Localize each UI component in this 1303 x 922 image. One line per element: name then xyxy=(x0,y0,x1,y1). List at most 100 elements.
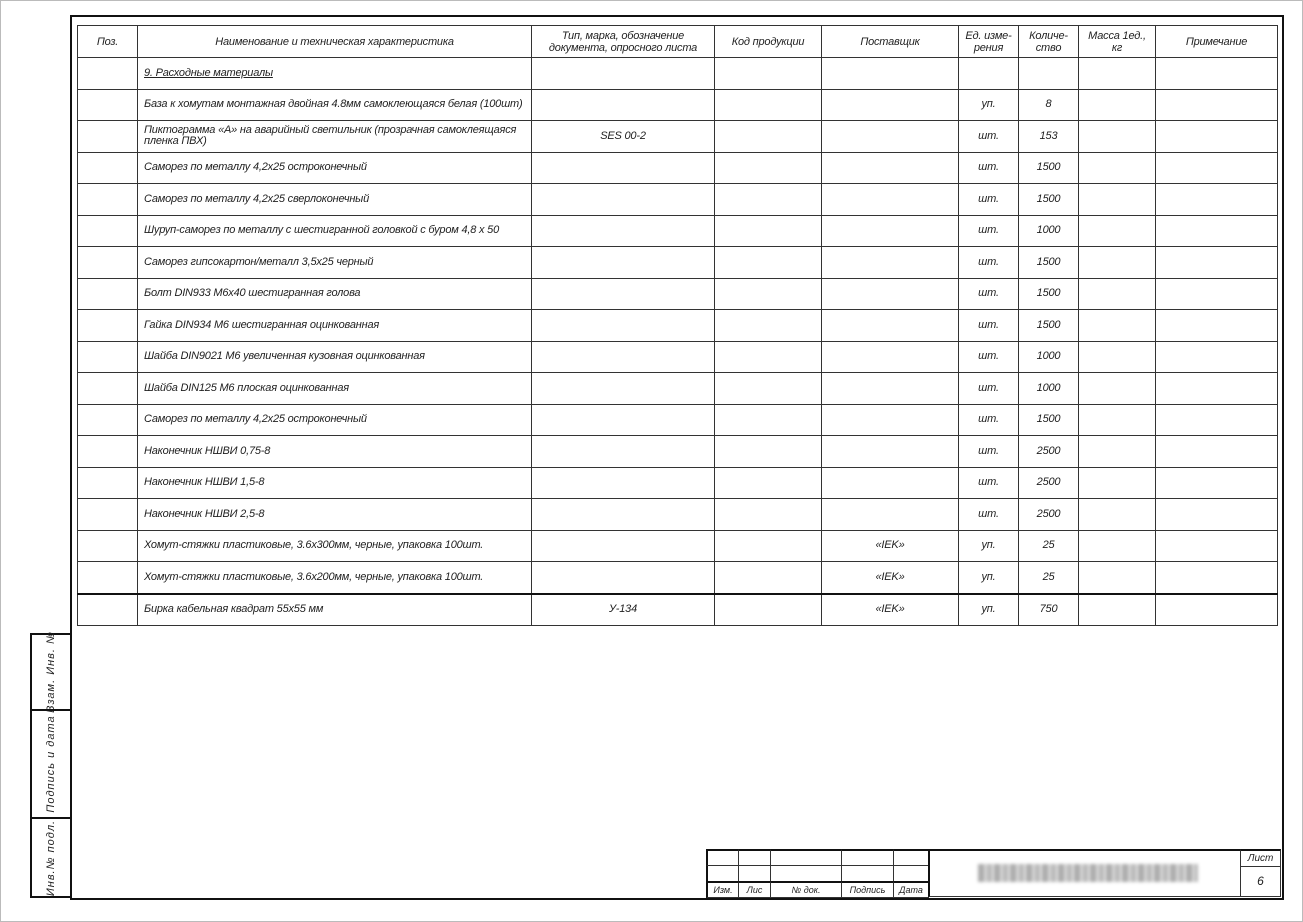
cell-qty: 8 xyxy=(1018,88,1079,121)
cell xyxy=(1155,57,1278,90)
cell-unit: шт. xyxy=(958,183,1019,216)
cell-supplier: «IEK» xyxy=(821,561,959,594)
side-stamp-signature: Подпись и дата xyxy=(30,709,70,819)
cell-type xyxy=(531,529,715,562)
table-row: Шайба DIN9021 М6 увеличенная кузовная оц… xyxy=(77,340,1278,373)
cell-qty: 2500 xyxy=(1018,498,1079,531)
cell xyxy=(714,372,822,405)
cell-name: Наконечник НШВИ 0,75-8 xyxy=(137,435,532,468)
redacted-document-code xyxy=(978,864,1198,882)
title-block-cell xyxy=(706,849,739,866)
cell-qty: 2500 xyxy=(1018,435,1079,468)
cell-name: Шайба DIN9021 М6 увеличенная кузовная оц… xyxy=(137,340,532,373)
cell-supplier xyxy=(821,277,959,310)
cell xyxy=(1155,183,1278,216)
column-header: Поставщик xyxy=(821,25,959,58)
cell xyxy=(1078,403,1156,436)
cell xyxy=(1078,151,1156,184)
table-header-row: Поз. Наименование и техническая характери… xyxy=(77,25,1278,58)
cell xyxy=(714,214,822,247)
section-row: 9. Расходные материалы xyxy=(77,57,1278,90)
cell-name: Бирка кабельная квадрат 55х55 мм xyxy=(137,593,532,626)
title-block-label: Дата xyxy=(893,881,929,898)
cell-supplier xyxy=(821,151,959,184)
column-header: Код продукции xyxy=(714,25,822,58)
cell xyxy=(77,435,138,468)
cell-name: Наконечник НШВИ 2,5-8 xyxy=(137,498,532,531)
cell xyxy=(1078,340,1156,373)
title-block-label: Подпись xyxy=(841,881,894,898)
cell-supplier xyxy=(821,435,959,468)
cell-name: Саморез по металлу 4,2х25 остроконечный xyxy=(137,403,532,436)
cell-type xyxy=(531,498,715,531)
cell-unit: шт. xyxy=(958,151,1019,184)
side-stamp-label: Подпись и дата xyxy=(45,715,57,813)
cell xyxy=(1078,529,1156,562)
cell-type xyxy=(531,403,715,436)
column-header: Количе- ство xyxy=(1018,25,1079,58)
cell-name: База к хомутам монтажная двойная 4.8мм с… xyxy=(137,88,532,121)
cell-unit: шт. xyxy=(958,498,1019,531)
cell-unit: шт. xyxy=(958,246,1019,279)
table-row: Саморез по металлу 4,2х25 остроконечный ш… xyxy=(77,403,1278,436)
cell-supplier xyxy=(821,214,959,247)
cell xyxy=(714,88,822,121)
cell xyxy=(77,372,138,405)
cell-qty: 25 xyxy=(1018,529,1079,562)
cell-name: Пиктограмма «А» на аварийный светильник … xyxy=(137,120,532,153)
cell xyxy=(1078,466,1156,499)
cell xyxy=(1155,214,1278,247)
cell xyxy=(1155,277,1278,310)
cell-qty: 1500 xyxy=(1018,151,1079,184)
cell-qty: 1500 xyxy=(1018,309,1079,342)
cell-unit: шт. xyxy=(958,466,1019,499)
cell xyxy=(1155,435,1278,468)
cell xyxy=(821,57,959,90)
cell xyxy=(77,214,138,247)
title-block-cell xyxy=(706,865,739,882)
cell-name: Гайка DIN934 М6 шестигранная оцинкованна… xyxy=(137,309,532,342)
cell-name: Наконечник НШВИ 1,5-8 xyxy=(137,466,532,499)
side-stamp-original: Инв.№ подл. xyxy=(30,817,70,898)
cell xyxy=(1155,593,1278,626)
cell-type xyxy=(531,183,715,216)
cell xyxy=(77,88,138,121)
cell xyxy=(1078,57,1156,90)
cell-type xyxy=(531,309,715,342)
cell xyxy=(714,151,822,184)
cell-supplier xyxy=(821,309,959,342)
cell xyxy=(714,403,822,436)
title-block-cell xyxy=(893,865,929,882)
table-row: Бирка кабельная квадрат 55х55 мм У-134 «IE… xyxy=(77,593,1278,626)
cell xyxy=(1155,246,1278,279)
cell-type: У-134 xyxy=(531,593,715,626)
cell xyxy=(1155,561,1278,594)
cell xyxy=(1078,309,1156,342)
cell-supplier xyxy=(821,498,959,531)
cell xyxy=(714,498,822,531)
cell-type xyxy=(531,214,715,247)
cell-name: 9. Расходные материалы xyxy=(137,57,532,90)
cell-type xyxy=(531,372,715,405)
cell xyxy=(958,57,1019,90)
cell xyxy=(1155,403,1278,436)
cell xyxy=(77,529,138,562)
cell-name: Болт DIN933 M6x40 шестигранная голова xyxy=(137,277,532,310)
cell-name: Саморез гипсокартон/металл 3,5х25 черный xyxy=(137,246,532,279)
cell-qty: 1000 xyxy=(1018,340,1079,373)
title-block-label: № док. xyxy=(770,881,842,898)
column-header: Тип, марка, обозначение документа, опрос… xyxy=(531,25,715,58)
cell-supplier xyxy=(821,372,959,405)
cell-type: SES 00-2 xyxy=(531,120,715,153)
table-row: Гайка DIN934 М6 шестигранная оцинкованна… xyxy=(77,309,1278,342)
column-header: Масса 1ед., кг xyxy=(1078,25,1156,58)
cell xyxy=(1078,435,1156,468)
cell-type xyxy=(531,340,715,373)
cell xyxy=(714,593,822,626)
title-block-cell xyxy=(770,865,842,882)
column-header: Примечание xyxy=(1155,25,1278,58)
cell-qty: 1500 xyxy=(1018,403,1079,436)
cell xyxy=(714,466,822,499)
cell xyxy=(714,120,822,153)
table-row: Болт DIN933 M6x40 шестигранная голова шт.… xyxy=(77,277,1278,310)
